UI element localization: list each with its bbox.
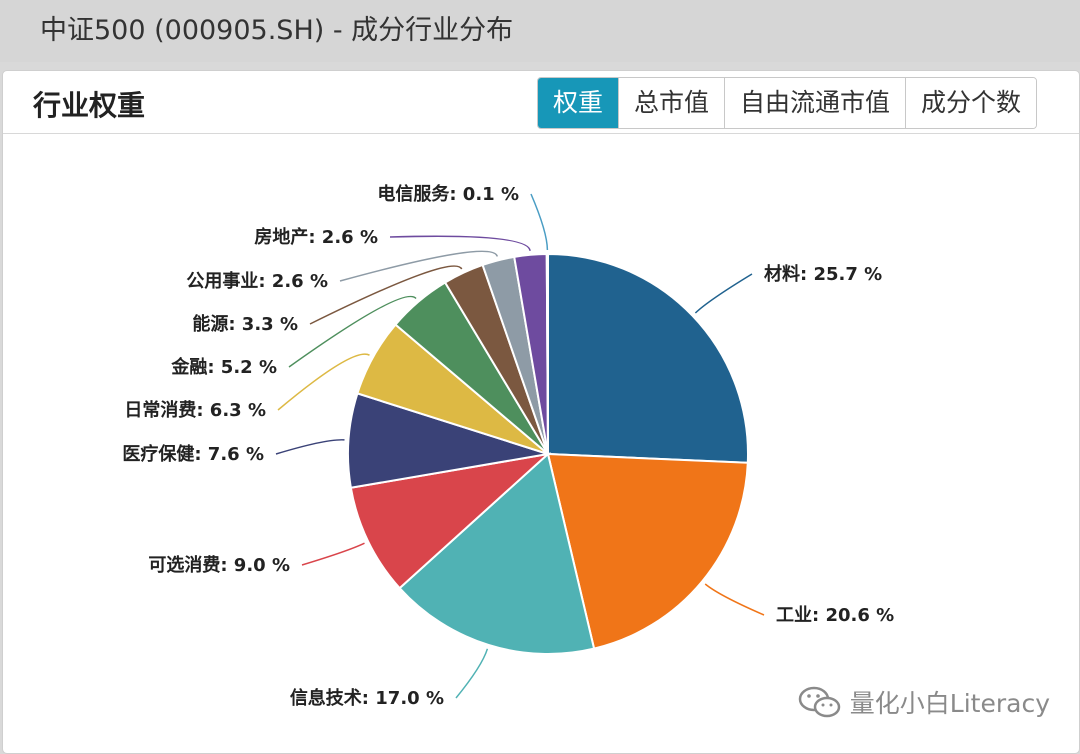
window-title: 中证500 (000905.SH) - 成分行业分布	[40, 15, 514, 46]
watermark-text: 量化小白Literacy	[849, 689, 1050, 718]
pie-slice[interactable]	[347, 392, 549, 489]
leader-line	[275, 439, 345, 455]
tab-free-float-market-cap[interactable]: 自由流通市值	[724, 78, 906, 128]
slice-label: 日常消费: 6.3 %	[124, 399, 266, 421]
slice-label: 能源: 3.3 %	[192, 313, 298, 335]
watermark: 量化小白Literacy	[798, 684, 1050, 720]
slice-label: 信息技术: 17.0 %	[290, 687, 444, 709]
slice-label: 可选消费: 9.0 %	[148, 554, 290, 576]
leader-line	[530, 193, 549, 251]
slice-label: 医疗保健: 7.6 %	[122, 443, 264, 465]
leader-line	[301, 542, 365, 566]
window-title-bar: 中证500 (000905.SH) - 成分行业分布	[0, 0, 1080, 62]
leader-line	[694, 273, 753, 314]
slice-label: 金融: 5.2 %	[170, 356, 277, 378]
leader-line	[339, 250, 499, 282]
leader-line	[309, 265, 463, 325]
pie-slice[interactable]	[349, 452, 552, 590]
pie-slice[interactable]	[547, 252, 749, 464]
metric-tabs: 权重 总市值 自由流通市值 成分个数	[537, 77, 1038, 129]
tab-total-market-cap[interactable]: 总市值	[618, 78, 725, 128]
pie-slice[interactable]	[546, 452, 749, 650]
tab-weight[interactable]: 权重	[538, 78, 619, 128]
slice-label: 公用事业: 2.6 %	[186, 270, 328, 292]
wechat-icon	[798, 686, 841, 718]
slice-label: 材料: 25.7 %	[764, 263, 882, 285]
panel-title: 行业权重	[33, 89, 146, 122]
slice-label: 电信服务: 0.1 %	[377, 183, 519, 205]
leader-line	[704, 583, 765, 616]
pie-slice[interactable]	[545, 252, 549, 455]
slice-label: 工业: 20.6 %	[776, 605, 894, 626]
leader-line	[389, 235, 531, 252]
slice-label: 房地产: 2.6 %	[254, 226, 378, 248]
leader-line	[277, 353, 370, 411]
leader-line	[288, 295, 417, 368]
pie-slice[interactable]	[398, 452, 596, 655]
panel-header: 行业权重 权重 总市值 自由流通市值 成分个数	[3, 71, 1079, 134]
leader-line	[455, 648, 489, 699]
tab-constituent-count[interactable]: 成分个数	[905, 78, 1037, 128]
